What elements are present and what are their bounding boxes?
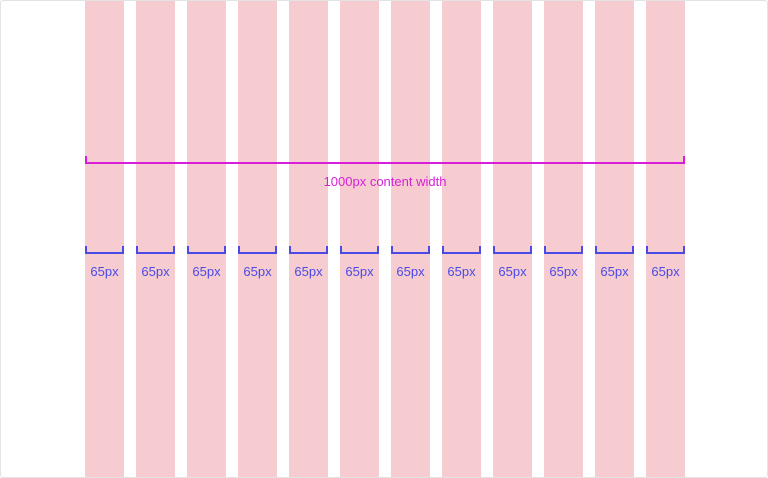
column-width-label: 65px [141, 264, 170, 279]
column-width-bracket [646, 246, 685, 254]
column-width-bracket [391, 246, 430, 254]
grid-column [238, 1, 277, 477]
column-width-bracket [136, 246, 175, 254]
column-width-bracket [340, 246, 379, 254]
grid-column [595, 1, 634, 477]
grid-column [493, 1, 532, 477]
column-width-label: 65px [294, 264, 323, 279]
grid-column [289, 1, 328, 477]
column-width-label: 65px [651, 264, 680, 279]
column-width-label: 65px [600, 264, 629, 279]
grid-column [442, 1, 481, 477]
column-width-bracket [442, 246, 481, 254]
column-width-bracket [544, 246, 583, 254]
column-width-label: 65px [192, 264, 221, 279]
column-width-label: 65px [396, 264, 425, 279]
grid-column [85, 1, 124, 477]
column-width-label: 65px [549, 264, 578, 279]
grid-column [646, 1, 685, 477]
column-width-label: 65px [498, 264, 527, 279]
column-width-label: 65px [90, 264, 119, 279]
content-width-label: 1000px content width [323, 174, 447, 189]
column-width-label: 65px [243, 264, 272, 279]
content-width-bracket [85, 156, 685, 164]
column-width-bracket [187, 246, 226, 254]
column-width-bracket [289, 246, 328, 254]
column-width-label: 65px [345, 264, 374, 279]
grid-column [340, 1, 379, 477]
column-width-bracket [595, 246, 634, 254]
grid-column [391, 1, 430, 477]
column-width-bracket [493, 246, 532, 254]
grid-column [187, 1, 226, 477]
column-width-label: 65px [447, 264, 476, 279]
column-width-bracket [238, 246, 277, 254]
grid-column [544, 1, 583, 477]
grid-column [136, 1, 175, 477]
column-width-bracket [85, 246, 124, 254]
